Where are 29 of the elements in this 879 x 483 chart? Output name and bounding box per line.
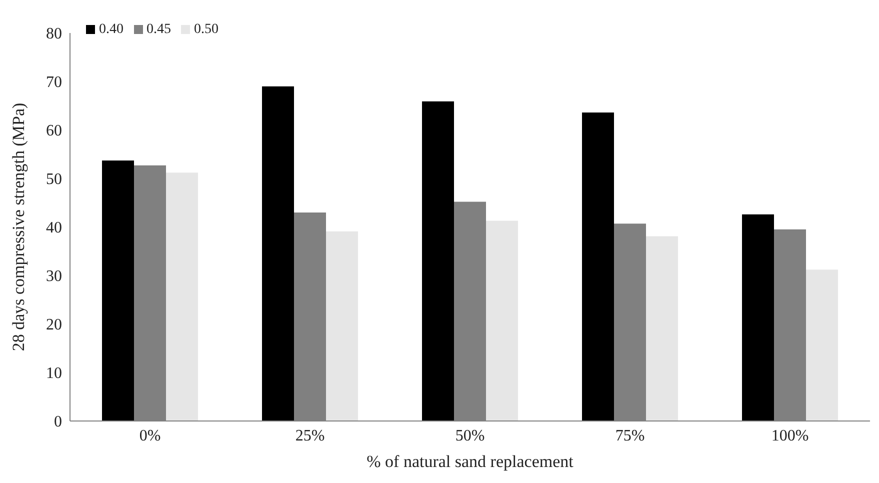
bar bbox=[166, 172, 198, 421]
y-tick-label: 40 bbox=[46, 220, 62, 237]
y-tick-label: 0 bbox=[54, 414, 62, 431]
y-tick-label: 60 bbox=[46, 122, 62, 140]
y-tick-label: 70 bbox=[46, 74, 62, 92]
bar bbox=[582, 112, 614, 421]
y-tick-label: 50 bbox=[46, 171, 62, 188]
bar bbox=[262, 86, 294, 421]
x-tick-label: 0% bbox=[139, 427, 161, 444]
y-tick-label: 10 bbox=[46, 365, 62, 382]
x-tick-label: 50% bbox=[455, 427, 485, 444]
bar bbox=[742, 214, 774, 421]
legend-label: 0.50 bbox=[194, 22, 218, 37]
x-tick-label: 100% bbox=[771, 427, 809, 444]
bar bbox=[806, 270, 838, 421]
y-tick-label: 20 bbox=[46, 316, 62, 334]
legend-label: 0.40 bbox=[99, 22, 124, 37]
bar bbox=[102, 160, 134, 421]
x-tick-label: 25% bbox=[295, 427, 325, 444]
y-tick-label: 30 bbox=[46, 268, 62, 286]
y-tick-label: 80 bbox=[46, 26, 62, 43]
bar bbox=[422, 101, 454, 421]
x-axis-title: % of natural sand replacement bbox=[366, 452, 574, 471]
legend-label: 0.45 bbox=[146, 22, 171, 37]
x-tick-label: 75% bbox=[615, 427, 645, 444]
bar bbox=[486, 220, 518, 421]
bar bbox=[326, 231, 358, 421]
y-axis-title: 28 days compressive strength (MPa) bbox=[9, 102, 28, 352]
bar bbox=[646, 236, 678, 421]
